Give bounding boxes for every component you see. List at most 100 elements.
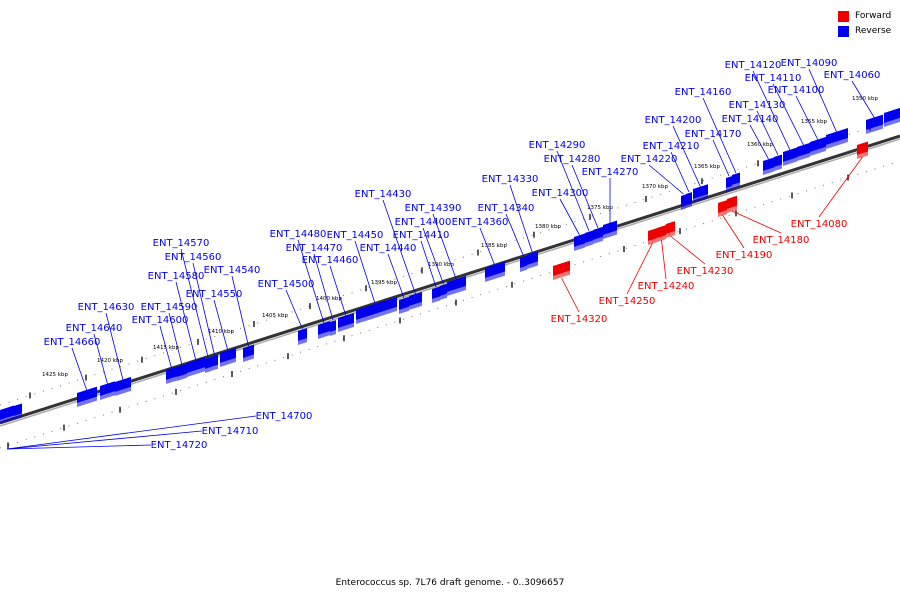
gene-ent-14410[interactable] bbox=[432, 286, 440, 303]
gene-label: ENT_14470 bbox=[286, 243, 343, 254]
ruler-label: 1380 kbp bbox=[535, 224, 561, 230]
ruler-label: 1410 kbp bbox=[208, 329, 234, 335]
gene-ent-14570[interactable] bbox=[205, 357, 211, 373]
gene-ent-14330[interactable] bbox=[527, 251, 538, 269]
legend: Forward Reverse bbox=[838, 9, 891, 39]
gene-label: ENT_14460 bbox=[302, 255, 359, 266]
gene-label: ENT_14640 bbox=[66, 323, 123, 334]
gene-label: ENT_14130 bbox=[729, 100, 786, 111]
gene-label: ENT_14720 bbox=[151, 440, 208, 451]
gene-leader-line bbox=[505, 213, 524, 257]
gene-leader-line bbox=[422, 227, 444, 285]
gene-leader-line bbox=[749, 124, 769, 160]
ruler-label: 1370 kbp bbox=[642, 184, 668, 190]
gene-label: ENT_14700 bbox=[256, 411, 313, 422]
gene-leader-line bbox=[105, 312, 124, 381]
gene-leader-line bbox=[722, 214, 745, 249]
gene-ent-14170[interactable] bbox=[726, 176, 732, 192]
gene-ent-14190[interactable] bbox=[718, 200, 727, 217]
ruler-label: 1420 kbp bbox=[97, 358, 123, 364]
gene-label: ENT_14300 bbox=[532, 188, 589, 199]
gene-label: ENT_14240 bbox=[638, 281, 695, 292]
gene-ent-14300[interactable] bbox=[574, 233, 585, 251]
gene-label: ENT_14140 bbox=[722, 114, 779, 125]
gene-label: ENT_14570 bbox=[153, 238, 210, 249]
gene-ent-14120[interactable] bbox=[783, 147, 797, 166]
reverse-swatch bbox=[838, 26, 849, 37]
gene-ent-14630[interactable] bbox=[115, 376, 131, 396]
gene-ent-14180[interactable] bbox=[727, 195, 737, 213]
gene-ent-14390[interactable] bbox=[447, 275, 466, 296]
gene-label: ENT_14410 bbox=[393, 230, 450, 241]
gene-ent-14590[interactable] bbox=[177, 363, 187, 381]
gene-leader-line bbox=[556, 150, 590, 232]
gene-ent-14200[interactable] bbox=[693, 184, 708, 203]
gene-ent-14140[interactable] bbox=[763, 157, 774, 175]
gene-label: ENT_14630 bbox=[78, 302, 135, 313]
gene-ent-unlabeled[interactable] bbox=[0, 405, 14, 424]
ruler-label: 1375 kbp bbox=[587, 205, 613, 211]
gene-ent-14160[interactable] bbox=[732, 172, 740, 189]
gene-leader-line bbox=[313, 253, 334, 321]
gene-label: ENT_14560 bbox=[165, 252, 222, 263]
gene-ent-14210[interactable] bbox=[686, 192, 692, 208]
gene-ent-14640[interactable] bbox=[100, 381, 115, 400]
gene-ent-14240[interactable] bbox=[657, 225, 666, 242]
gene-ent-14430[interactable] bbox=[409, 291, 422, 310]
gene-ent-14400[interactable] bbox=[440, 283, 447, 300]
legend-forward-label: Forward bbox=[855, 11, 892, 21]
gene-ent-unlabeled[interactable] bbox=[14, 403, 22, 420]
gene-ent-14270[interactable] bbox=[603, 220, 617, 239]
gene-ent-14480[interactable] bbox=[318, 321, 330, 339]
legend-forward: Forward bbox=[838, 9, 891, 24]
gene-ent-14560[interactable] bbox=[211, 354, 218, 371]
gene-ent-14100[interactable] bbox=[810, 136, 826, 156]
gene-leader-line bbox=[175, 281, 197, 362]
gene-ent-14080[interactable] bbox=[857, 141, 868, 159]
genome-backbone bbox=[0, 134, 900, 425]
gene-leader-line bbox=[213, 299, 229, 352]
gene-leader-line bbox=[192, 262, 215, 356]
gene-leader-line bbox=[509, 184, 533, 254]
gene-ent-14550[interactable] bbox=[220, 347, 236, 367]
gene-leader-line bbox=[387, 253, 405, 299]
gene-ent-14130[interactable] bbox=[774, 154, 782, 171]
gene-ent-14250[interactable] bbox=[648, 228, 657, 245]
gene-leader-line bbox=[672, 125, 701, 188]
gene-ent-14220[interactable] bbox=[681, 194, 686, 210]
gene-ent-14340[interactable] bbox=[520, 255, 527, 272]
ruler-label: 1385 kbp bbox=[481, 243, 507, 249]
gene-ent-14280[interactable] bbox=[593, 226, 603, 244]
gene-ent-14460[interactable] bbox=[338, 312, 354, 332]
gene-label: ENT_14100 bbox=[768, 85, 825, 96]
gene-ent-14320[interactable] bbox=[553, 260, 570, 280]
gene-ent-14230[interactable] bbox=[666, 221, 675, 238]
gene-leader-line bbox=[479, 227, 496, 267]
gene-label: ENT_14160 bbox=[675, 87, 732, 98]
gene-ent-14290[interactable] bbox=[585, 230, 593, 247]
gene-ent-14600[interactable] bbox=[166, 366, 177, 384]
gene-leader-line bbox=[712, 139, 730, 177]
gene-leader-line bbox=[6, 415, 257, 450]
ruler-label: 1425 kbp bbox=[42, 372, 68, 378]
gene-label: ENT_14600 bbox=[132, 315, 189, 326]
gene-ent-14500[interactable] bbox=[298, 328, 307, 345]
ruler-label: 1350 kbp bbox=[852, 96, 878, 102]
gene-ent-14580[interactable] bbox=[187, 357, 205, 377]
gene-leader-line bbox=[180, 248, 209, 358]
gene-leader-line bbox=[571, 164, 599, 229]
gene-ent-unlabeled[interactable] bbox=[884, 107, 900, 127]
gene-ent-14660[interactable] bbox=[77, 386, 97, 407]
gene-label: ENT_14330 bbox=[482, 174, 539, 185]
gene-ent-14090[interactable] bbox=[826, 127, 848, 149]
gene-ent-14540[interactable] bbox=[243, 344, 254, 362]
map-caption: Enterococcus sp. 7L76 draft genome. - 0.… bbox=[335, 578, 565, 588]
gene-leader-line bbox=[731, 210, 782, 234]
gene-ent-14110[interactable] bbox=[797, 142, 810, 161]
gene-ent-14360[interactable] bbox=[485, 261, 505, 282]
gene-ent-14440[interactable] bbox=[399, 296, 409, 314]
gene-label: ENT_14340 bbox=[478, 203, 535, 214]
gene-ent-14060[interactable] bbox=[866, 114, 883, 134]
gene-ent-14470[interactable] bbox=[330, 320, 336, 336]
gene-ent-14450[interactable] bbox=[356, 296, 397, 324]
